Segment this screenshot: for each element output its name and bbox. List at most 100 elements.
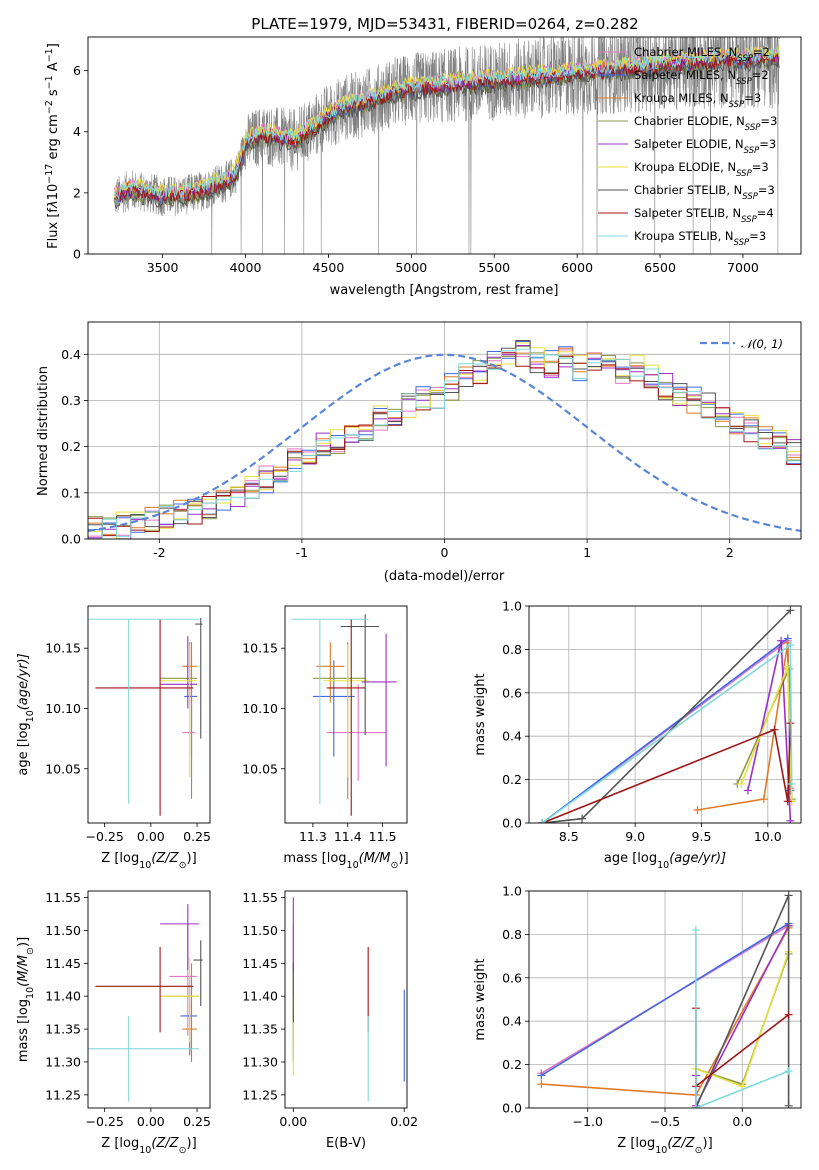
legend-model-name: Chabrier ELODIE [634,114,729,128]
mass-weight-line [541,643,793,823]
y-tick-label: 1.0 [502,884,522,899]
x-axis-label: (data-model)/error [384,569,505,584]
legend-nssp-sub: SSP [741,215,757,225]
y-axis-label: age [log10(age/yr)] [16,653,36,775]
x-tick-label: 5500 [478,260,510,275]
y-tick-label: 0.3 [61,393,81,408]
mass-weight-line [540,922,790,1077]
label-part: ] [46,43,61,48]
y-axis-label: mass weight [473,673,488,755]
label-part: mass [log [283,851,346,866]
label-part: Z [log [617,1136,655,1151]
y-tick-label: 10.10 [45,701,81,716]
label-part: )] [187,851,197,866]
x-tick-label: 1 [583,545,591,560]
y-tick-label: 11.25 [45,1087,81,1102]
mass-weight-line [542,723,792,823]
legend-nssp-value: 2 [763,45,770,59]
y-tick-label: 0.6 [502,970,522,985]
legend-eq: = [752,68,762,82]
label-part: ⊙ [25,947,36,955]
label-part: )] [187,1136,197,1151]
axes-frame [87,36,802,255]
mass-weight-marker [786,606,795,615]
label-part: age [log [604,851,657,866]
legend-nssp-sub: SSP [737,54,753,64]
model-spectrum-line [114,45,780,198]
legend-model-name: Salpeter ELODIE [634,137,728,151]
x-tick-label: 11.5 [369,829,397,844]
residual-histogram-line [88,340,801,528]
x-tick-label: 0 [441,545,449,560]
y-tick-label: 11.50 [45,923,81,938]
y-tick-label: 0.4 [502,1014,522,1029]
x-tick-label: −1.0 [573,1114,603,1129]
legend-nssp-value: 3 [754,91,761,105]
legend-nssp-label: , N [721,45,737,59]
label-part: )] [399,851,409,866]
label-part: )] [16,937,31,947]
x-tick-label: −0.5 [650,1114,680,1129]
residual-histogram-line [88,352,801,537]
mass-weight-marker [786,641,795,650]
mass-weight-marker [538,819,547,823]
y-tick-label: 10.10 [242,701,278,716]
legend-nssp-label: , N [726,183,742,197]
x-axis-label: age [log10(age/yr)] [604,851,726,871]
y-tick-label: 0.2 [502,772,522,787]
label-part: (Z/Z [667,1136,695,1151]
axes-frame [284,605,408,824]
legend-model-name: Kroupa STELIB [634,229,718,243]
y-tick-label: 10.05 [45,761,81,776]
y-tick-label: 0.2 [61,439,81,454]
x-tick-label: 9.0 [625,829,645,844]
label-part: ⊙ [179,860,187,871]
label-part: (age/yr)] [16,653,31,710]
mass-vs-EBV-axes: 0.00 0.02 11.25 11.30 11.35 11.40 11.45 11.50 11… [242,890,418,1151]
label-part: A [46,62,61,75]
plot-area [88,340,801,539]
y-tick-label: 0.0 [61,532,81,547]
x-tick-label: 0.00 [137,829,165,844]
legend-nssp-value: 3 [759,229,766,243]
mass-weight-marker [693,805,702,814]
x-tick-label: 10.0 [754,829,782,844]
legend-nssp-sub: SSP [736,169,752,179]
x-tick-label: 5000 [395,260,427,275]
x-tick-label: 9.5 [692,829,712,844]
x-tick-label: 0.0 [732,1114,752,1129]
legend-nssp-label: , N [725,206,741,220]
residual-histogram-line [88,341,801,533]
plot-area [537,891,793,1108]
x-tick-label: 0.00 [279,1114,307,1129]
y-axis-label: mass [log10(M/M⊙)] [16,937,36,1062]
label-part: (Z/Z [151,851,179,866]
label-part: Z [log [101,851,139,866]
label-part: 10 [655,1145,667,1156]
legend-nssp-label: , N [713,91,729,105]
legend-eq: = [760,114,770,128]
legend-entry: Chabrier STELIB, NSSP=3 [634,183,775,202]
y-tick-label: 11.55 [45,890,81,905]
mass-weight-marker [786,816,795,823]
plot-area [538,606,796,823]
residual-histogram-line [88,348,801,539]
label-part: 10 [46,184,61,201]
axes-frame [87,321,802,540]
mass-weight-marker [770,725,779,734]
x-axis-label: Z [log10(Z/Z⊙)] [617,1136,712,1156]
label-part: 10 [657,860,669,871]
x-axis-label: Z [log10(Z/Z⊙)] [101,1136,196,1156]
legend-nssp-value: 3 [768,183,775,197]
y-tick-label: 11.35 [45,1022,81,1037]
mass-weight-marker [784,1067,793,1076]
legend-model-name: Chabrier STELIB [634,183,726,197]
x-tick-label: 0.00 [137,1114,165,1129]
axes-frame [87,605,211,824]
x-tick-label: 4500 [313,260,345,275]
x-axis-label: wavelength [Angstrom, rest frame] [330,283,559,298]
plot-area [88,904,203,1102]
legend-nssp-value: 3 [761,160,768,174]
